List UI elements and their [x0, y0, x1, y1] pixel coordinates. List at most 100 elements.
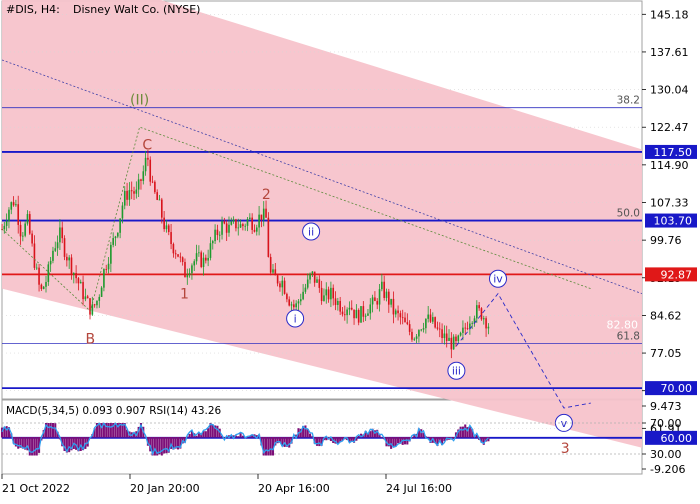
fib-label: 61.8 [617, 330, 640, 342]
candle-body [313, 271, 316, 283]
macd-bar [75, 437, 78, 450]
macd-bar [102, 423, 105, 438]
macd-bar [216, 425, 219, 438]
time-tick-label: 20 Jan 20:00 [130, 482, 200, 495]
candle-body [123, 190, 126, 206]
macd-bar [109, 423, 112, 438]
candle-body [455, 336, 457, 342]
candle-body [188, 273, 191, 276]
candle-body [10, 202, 13, 210]
candle-body [418, 330, 420, 337]
macd-bar [26, 437, 29, 451]
macd-bar [156, 437, 159, 456]
level-badge-label: 70.00 [661, 382, 693, 395]
candle-body [235, 219, 237, 229]
indicator-tick-label: 30.00 [650, 448, 682, 461]
macd-bar [241, 435, 244, 438]
candle-body [387, 291, 390, 305]
macd-bar [49, 423, 52, 438]
rsi-line [1, 422, 489, 456]
macd-bar [77, 437, 80, 452]
macd-bar [28, 437, 31, 456]
candle-body [480, 308, 483, 320]
candle-body [452, 336, 455, 350]
candle-body [383, 281, 385, 298]
candle-body [205, 257, 207, 261]
macd-bar [339, 437, 342, 443]
candle-body [288, 299, 291, 306]
macd-bar [65, 437, 68, 453]
candle-body [357, 309, 360, 323]
wave-label: iv [493, 273, 503, 286]
wave-label: 1 [180, 287, 189, 303]
candle-body [281, 280, 284, 288]
candle-body [462, 327, 464, 333]
macd-bar [334, 437, 337, 444]
trend-lines [1, 59, 643, 295]
candle-body [381, 281, 383, 290]
candle-body [86, 296, 89, 299]
candle-body [436, 327, 439, 329]
candle-body [191, 265, 193, 274]
candle-body [31, 233, 33, 244]
macd-bar [246, 437, 249, 438]
macd-bar [19, 437, 22, 448]
wave-label: B [86, 331, 96, 347]
wave-label: 2 [262, 187, 271, 203]
candle-body [70, 257, 73, 275]
candle-body [297, 301, 300, 304]
candle-body [269, 256, 272, 273]
candle-body [471, 322, 473, 324]
candle-body [42, 286, 45, 289]
wave-circle [489, 269, 507, 288]
candle-body [350, 307, 353, 310]
indicator-tick-label: 70.00 [650, 417, 682, 430]
candle-body [325, 289, 328, 296]
macd-bar [211, 424, 214, 438]
candle-body [392, 298, 395, 315]
macd-bar [82, 437, 85, 451]
candle-body [306, 279, 309, 288]
candle-body [482, 318, 485, 320]
macd-bar [3, 427, 6, 438]
macd-bar [202, 430, 205, 438]
candle-body [8, 209, 10, 222]
candle-body [186, 275, 189, 278]
candle-body [52, 250, 54, 261]
macd-bar [422, 432, 425, 438]
macd-bar [353, 437, 356, 443]
macd-bar [306, 429, 309, 438]
candle-body [179, 256, 182, 258]
candle-body [230, 221, 233, 225]
macd-bar [320, 437, 323, 446]
indicator-tick-label: -9.206 [650, 463, 685, 476]
candle-body [371, 297, 374, 305]
axis-tick-label: 84.62 [650, 309, 682, 322]
candles [1, 149, 490, 359]
macd-bar [315, 437, 319, 446]
wave-label: v [561, 417, 568, 430]
macd-bar [204, 431, 207, 438]
macd-bar [299, 428, 302, 438]
wave-label: (II) [130, 93, 149, 109]
macd-bar [255, 435, 258, 438]
indicator-tick-label: 9.473 [650, 400, 682, 413]
macd-bar [482, 437, 485, 445]
candle-body [5, 221, 8, 226]
candle-body [249, 217, 251, 219]
candle-body [96, 300, 98, 306]
macd-bar [304, 425, 307, 438]
macd-bar [464, 424, 467, 438]
candle-body [130, 190, 133, 192]
candle-body [89, 298, 91, 315]
axis-tick-label: 122.47 [650, 121, 689, 134]
level-badge [645, 267, 697, 282]
candle-body [140, 179, 142, 181]
macd-bar [427, 436, 430, 438]
level-badge [645, 430, 697, 445]
macd-bar [0, 427, 4, 438]
candle-body [485, 318, 487, 329]
candle-body [320, 287, 323, 301]
macd-bar [466, 427, 469, 438]
